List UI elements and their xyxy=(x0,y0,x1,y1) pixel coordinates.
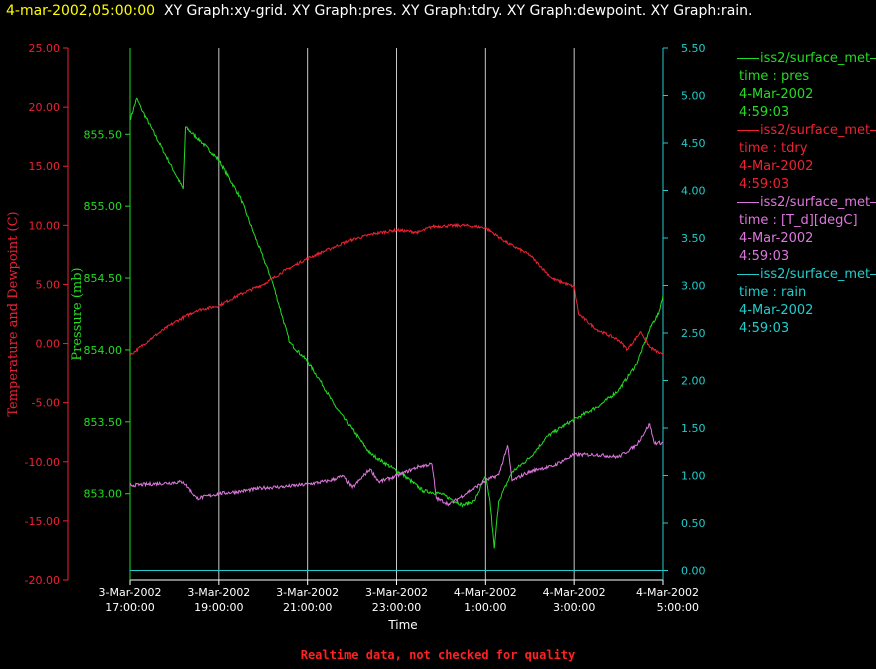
rain-tick-label: 0.50 xyxy=(681,517,706,530)
temp-axis-label: Temperature and Dewpoint (C) xyxy=(6,211,21,416)
rain-tick-label: 3.50 xyxy=(681,232,706,245)
quality-footer: Realtime data, not checked for quality xyxy=(300,648,576,662)
legend-var: time : [T_d][degC] xyxy=(739,213,858,228)
rain-tick-label: 3.00 xyxy=(681,280,706,293)
rain-tick-label: 5.50 xyxy=(681,42,706,55)
header-graph-list: XY Graph:xy-grid. XY Graph:pres. XY Grap… xyxy=(163,3,753,19)
legend-time: 4:59:03 xyxy=(739,321,790,336)
x-tick-label: 4-Mar-2002 xyxy=(454,586,517,599)
rain-tick-label: 1.00 xyxy=(681,470,706,483)
x-tick-label: 1:00:00 xyxy=(464,601,506,614)
temp-tick-label: 25.00 xyxy=(29,42,61,55)
legend-source: iss2/surface_met xyxy=(759,122,871,140)
temp-tick-label: 0.00 xyxy=(36,338,61,351)
legend-source: iss2/surface_met xyxy=(759,266,871,284)
temp-tick-label: 20.00 xyxy=(29,101,61,114)
legend-date: 4-Mar-2002 xyxy=(739,87,814,102)
x-tick-label: 4-Mar-2002 xyxy=(543,586,606,599)
x-tick-label: 5:00:00 xyxy=(657,601,699,614)
x-tick-label: 17:00:00 xyxy=(105,601,154,614)
series-layer xyxy=(129,97,664,571)
legend-var: time : tdry xyxy=(739,141,808,156)
x-tick-label: 4-Mar-2002 xyxy=(636,586,699,599)
pres-axis-label: Pressure (mb) xyxy=(70,267,85,360)
temp-tick-label: -15.00 xyxy=(25,515,60,528)
pres-series-line xyxy=(129,97,664,549)
legend-date: 4-Mar-2002 xyxy=(739,303,814,318)
dewpoint-series-line xyxy=(129,423,664,507)
axes: 3-Mar-2002 17:00:00 3-Mar-2002 19:00:00 3-Ma… xyxy=(25,42,706,614)
pres-tick-label: 853.50 xyxy=(84,416,123,429)
temp-tick-label: 15.00 xyxy=(29,160,61,173)
legend-source: iss2/surface_met xyxy=(759,194,871,212)
pres-tick-label: 854.50 xyxy=(84,272,123,285)
legend-source: iss2/surface_met xyxy=(759,50,871,68)
temp-tick-label: -5.00 xyxy=(32,397,60,410)
legend-time: 4:59:03 xyxy=(739,249,790,264)
x-axis-label: Time xyxy=(387,618,417,632)
x-tick-label: 3:00:00 xyxy=(553,601,595,614)
x-tick-label: 3-Mar-2002 xyxy=(276,586,339,599)
rain-tick-label: 0.00 xyxy=(681,565,706,578)
x-tick-label: 19:00:00 xyxy=(194,601,243,614)
legend-time: 4:59:03 xyxy=(739,177,790,192)
x-tick-label: 3-Mar-2002 xyxy=(365,586,428,599)
tdry-series-line xyxy=(129,222,664,356)
temp-tick-label: -10.00 xyxy=(25,456,60,469)
header-timestamp: 4-mar-2002,05:00:00 xyxy=(6,3,156,19)
x-tick-label: 3-Mar-2002 xyxy=(187,586,250,599)
pres-tick-label: 855.00 xyxy=(84,200,123,213)
grid xyxy=(129,48,664,580)
temp-tick-label: -20.00 xyxy=(25,574,60,587)
legend-date: 4-Mar-2002 xyxy=(739,231,814,246)
temp-tick-label: 5.00 xyxy=(36,278,61,291)
pres-tick-label: 853.00 xyxy=(84,488,123,501)
rain-tick-label: 4.50 xyxy=(681,137,706,150)
rain-tick-label: 5.00 xyxy=(681,90,706,103)
rain-tick-label: 4.00 xyxy=(681,185,706,198)
rain-tick-label: 2.00 xyxy=(681,375,706,388)
x-tick-label: 3-Mar-2002 xyxy=(99,586,162,599)
legend-date: 4-Mar-2002 xyxy=(739,159,814,174)
legend-time: 4:59:03 xyxy=(739,105,790,120)
rain-tick-label: 1.50 xyxy=(681,422,706,435)
pres-tick-label: 855.50 xyxy=(84,128,123,141)
x-tick-label: 23:00:00 xyxy=(372,601,421,614)
rain-tick-label: 2.50 xyxy=(681,327,706,340)
temp-tick-label: 10.00 xyxy=(29,219,61,232)
graph-header: 4-mar-2002,05:00:00 XY Graph:xy-grid. XY… xyxy=(6,3,752,19)
legend-var: time : rain xyxy=(739,285,807,300)
x-tick-label: 21:00:00 xyxy=(283,601,332,614)
pres-tick-label: 854.00 xyxy=(84,344,123,357)
legend-var: time : pres xyxy=(739,69,810,84)
